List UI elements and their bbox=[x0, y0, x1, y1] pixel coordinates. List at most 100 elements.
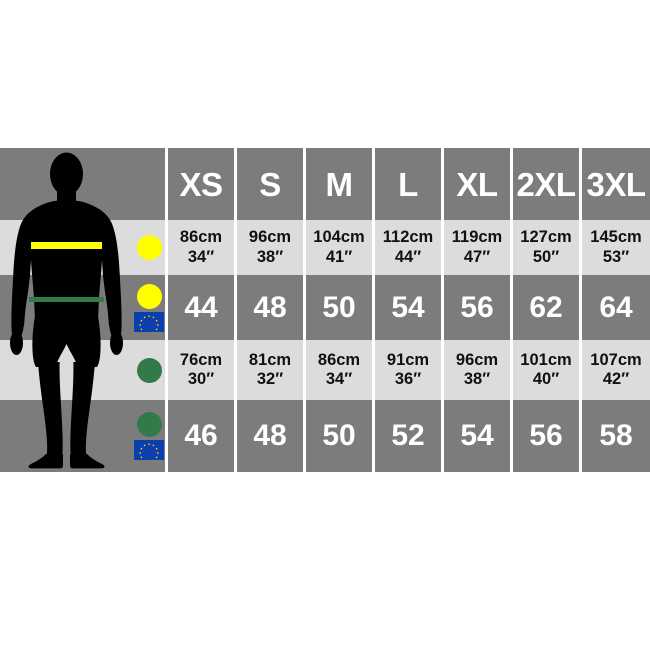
value-cm: 101cm bbox=[520, 350, 572, 369]
table-row: 76cm 30″ 81cm 32″ 86cm 34″ 91cm 36 bbox=[0, 340, 650, 400]
eu-flag-icon bbox=[134, 440, 164, 460]
header-cell-xs: XS bbox=[168, 148, 237, 220]
value-inch: 44″ bbox=[394, 247, 422, 266]
cell-chest-eu-s: 48 bbox=[237, 275, 306, 340]
size-label-3xl: 3XL bbox=[586, 165, 646, 203]
header-cell-xl: XL bbox=[444, 148, 513, 220]
yellow-circle-icon bbox=[136, 235, 162, 260]
cell-chest-xl: 119cm 47″ bbox=[444, 220, 513, 275]
header-cell-3xl: 3XL bbox=[582, 148, 650, 220]
cell-chest-2xl: 127cm 50″ bbox=[513, 220, 582, 275]
value-eu: 54 bbox=[460, 419, 494, 452]
size-label-s: S bbox=[259, 165, 281, 203]
value-eu: 50 bbox=[322, 419, 356, 452]
value-cm: 81cm bbox=[248, 350, 292, 369]
cell-waist-xl: 96cm 38″ bbox=[444, 340, 513, 400]
value-eu: 48 bbox=[253, 290, 287, 324]
value-eu: 52 bbox=[391, 419, 425, 452]
value-inch: 42″ bbox=[602, 370, 630, 388]
value-eu: 56 bbox=[529, 419, 563, 452]
header-cell-2xl: 2XL bbox=[513, 148, 582, 220]
value-inch: 34″ bbox=[325, 370, 353, 388]
table-row: 44 48 50 54 56 62 64 bbox=[0, 275, 650, 340]
value-inch: 34″ bbox=[187, 247, 215, 266]
value-inch: 50″ bbox=[532, 247, 560, 266]
row-marker-chest-eu bbox=[133, 275, 168, 340]
cell-chest-3xl: 145cm 53″ bbox=[582, 220, 650, 275]
table-row: 86cm 34″ 96cm 38″ 104cm 41″ 112cm bbox=[0, 220, 650, 275]
value-inch: 40″ bbox=[532, 370, 560, 388]
size-chart-table: XS S M L XL 2XL 3XL bbox=[0, 148, 650, 472]
value-cm: 145cm bbox=[590, 228, 642, 247]
cell-chest-m: 104cm 41″ bbox=[306, 220, 375, 275]
value-cm: 119cm bbox=[451, 228, 503, 247]
cell-waist-eu-3xl: 58 bbox=[582, 400, 650, 472]
value-eu: 58 bbox=[599, 419, 633, 452]
row-marker-waist-eu bbox=[133, 400, 168, 472]
cell-chest-eu-m: 50 bbox=[306, 275, 375, 340]
value-inch: 36″ bbox=[394, 370, 422, 388]
cell-waist-2xl: 101cm 40″ bbox=[513, 340, 582, 400]
cell-chest-eu-l: 54 bbox=[375, 275, 444, 340]
size-label-xs: XS bbox=[179, 165, 223, 203]
eu-flag-icon bbox=[134, 311, 164, 332]
value-inch: 30″ bbox=[187, 370, 215, 388]
value-eu: 48 bbox=[253, 419, 287, 452]
figure-band-backdrop bbox=[0, 148, 133, 472]
row-marker-waist bbox=[133, 340, 168, 400]
value-cm: 107cm bbox=[590, 350, 642, 369]
value-inch: 38″ bbox=[256, 247, 284, 266]
cell-waist-eu-xl: 54 bbox=[444, 400, 513, 472]
size-label-m: M bbox=[325, 165, 354, 203]
value-eu: 64 bbox=[599, 290, 633, 324]
value-cm: 86cm bbox=[317, 350, 361, 369]
size-chart: XS S M L XL 2XL 3XL bbox=[0, 148, 650, 472]
cell-chest-xs: 86cm 34″ bbox=[168, 220, 237, 275]
cell-waist-l: 91cm 36″ bbox=[375, 340, 444, 400]
cell-chest-eu-xs: 44 bbox=[168, 275, 237, 340]
header-cell-s: S bbox=[237, 148, 306, 220]
cell-waist-xs: 76cm 30″ bbox=[168, 340, 237, 400]
cell-chest-eu-2xl: 62 bbox=[513, 275, 582, 340]
value-eu: 56 bbox=[460, 290, 494, 324]
value-cm: 91cm bbox=[386, 350, 430, 369]
value-inch: 32″ bbox=[256, 370, 284, 388]
value-inch: 53″ bbox=[602, 247, 630, 266]
value-inch: 47″ bbox=[463, 247, 491, 266]
cell-waist-eu-m: 50 bbox=[306, 400, 375, 472]
row-marker-chest bbox=[133, 220, 168, 275]
value-cm: 86cm bbox=[179, 228, 223, 247]
value-cm: 112cm bbox=[382, 228, 434, 247]
size-label-xl: XL bbox=[456, 165, 498, 203]
header-cell-l: L bbox=[375, 148, 444, 220]
value-eu: 44 bbox=[184, 290, 218, 324]
cell-waist-eu-xs: 46 bbox=[168, 400, 237, 472]
cell-waist-s: 81cm 32″ bbox=[237, 340, 306, 400]
table-row: 46 48 50 52 54 56 58 bbox=[0, 400, 650, 472]
size-label-2xl: 2XL bbox=[516, 165, 576, 203]
cell-chest-eu-xl: 56 bbox=[444, 275, 513, 340]
cell-chest-s: 96cm 38″ bbox=[237, 220, 306, 275]
cell-chest-l: 112cm 44″ bbox=[375, 220, 444, 275]
size-label-l: L bbox=[398, 165, 418, 203]
cell-waist-3xl: 107cm 42″ bbox=[582, 340, 650, 400]
cell-waist-eu-l: 52 bbox=[375, 400, 444, 472]
value-inch: 38″ bbox=[463, 370, 491, 388]
yellow-circle-icon bbox=[136, 283, 162, 309]
cell-waist-m: 86cm 34″ bbox=[306, 340, 375, 400]
value-cm: 104cm bbox=[313, 228, 365, 247]
header-cell-m: M bbox=[306, 148, 375, 220]
value-cm: 127cm bbox=[520, 228, 572, 247]
value-cm: 96cm bbox=[455, 350, 499, 369]
value-eu: 50 bbox=[322, 290, 356, 324]
table-header-row: XS S M L XL 2XL 3XL bbox=[0, 148, 650, 472]
body-figure-cell bbox=[0, 148, 133, 472]
legend-header-cell bbox=[133, 148, 168, 220]
green-circle-icon bbox=[136, 357, 162, 383]
cell-chest-eu-3xl: 64 bbox=[582, 275, 650, 340]
value-cm: 96cm bbox=[248, 228, 292, 247]
value-inch: 41″ bbox=[325, 247, 353, 266]
value-eu: 46 bbox=[184, 419, 218, 452]
cell-waist-eu-s: 48 bbox=[237, 400, 306, 472]
cell-waist-eu-2xl: 56 bbox=[513, 400, 582, 472]
